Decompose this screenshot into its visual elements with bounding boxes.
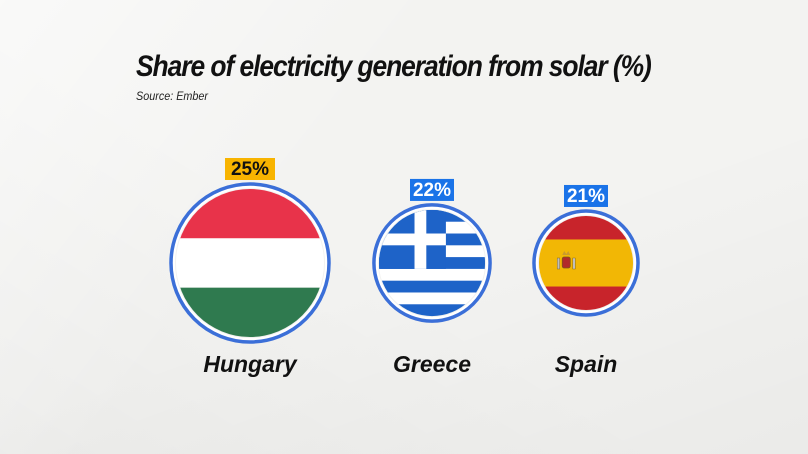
hungary-green-stripe — [176, 287, 324, 337]
greece-stripe — [378, 268, 486, 282]
value-label: 22% — [413, 180, 451, 201]
value-label: 21% — [567, 186, 605, 207]
greece-stripe — [378, 304, 486, 317]
value-label-box — [410, 178, 454, 201]
category-label: Greece — [393, 351, 471, 377]
spain-arms-pillar-right — [572, 257, 576, 270]
spain-arms-shield — [561, 256, 571, 269]
spain-flag — [538, 215, 634, 311]
greece-stripe — [378, 292, 486, 305]
category-label: Hungary — [203, 351, 298, 377]
spain-arms-pillar-left — [556, 257, 560, 270]
value-label: 25% — [231, 159, 269, 180]
greece-cross-vertical — [414, 209, 427, 269]
hungary-flag — [176, 189, 324, 337]
bubble-outer-ring — [169, 182, 331, 344]
bubble-inner-ring — [534, 211, 638, 315]
greece-flag — [378, 209, 486, 317]
greece-stripe — [378, 280, 486, 293]
bubble-inner-ring — [374, 205, 490, 321]
category-label: Spain — [555, 351, 618, 377]
bubble-inner-ring — [172, 185, 328, 341]
bubble-outer-ring — [372, 203, 492, 323]
hungary-white-stripe — [176, 238, 324, 288]
spain-yellow-stripe — [538, 239, 634, 287]
spain-arms-crown — [562, 251, 571, 255]
chart-source: Source: Ember — [136, 89, 209, 103]
hungary-red-stripe — [176, 189, 324, 239]
chart-title: Share of electricity generation from sol… — [136, 50, 652, 83]
greece-cross-horizontal — [378, 233, 446, 246]
bubble-outer-ring — [532, 209, 640, 317]
value-label-box — [564, 184, 608, 207]
value-label-box — [225, 158, 275, 180]
